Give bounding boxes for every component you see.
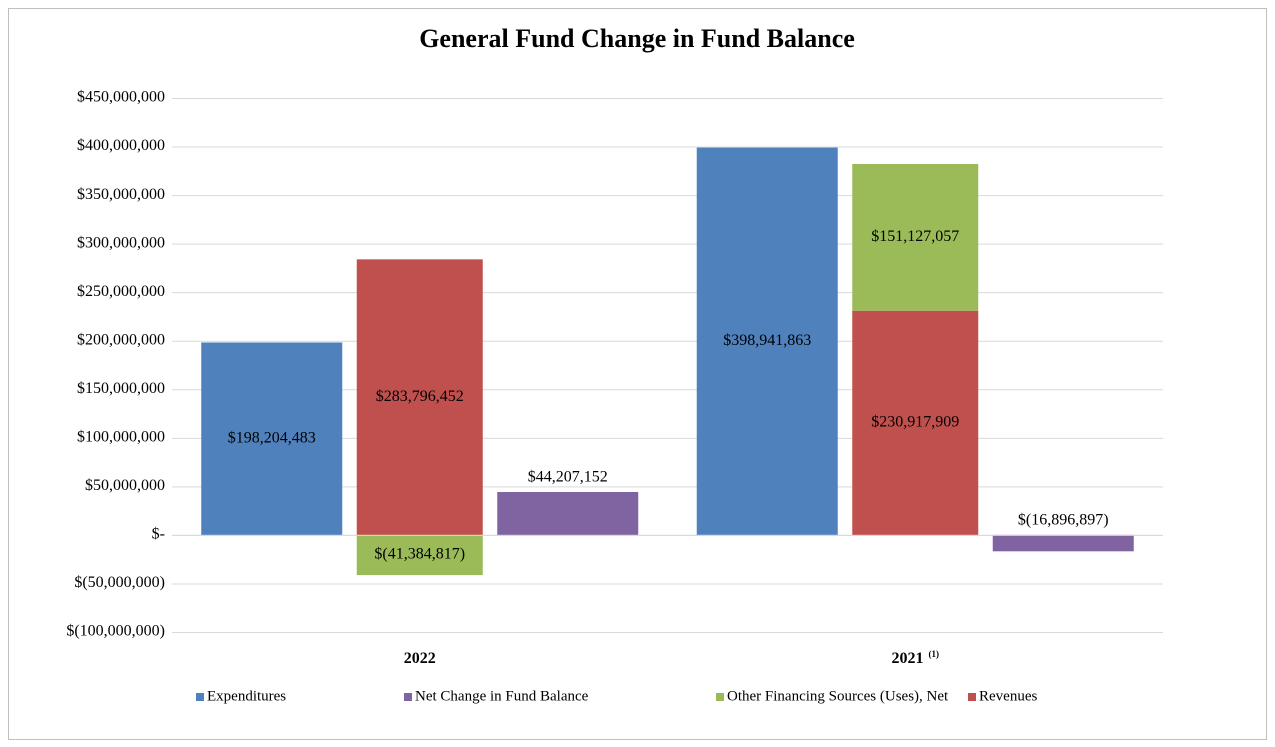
y-tick-label: $450,000,000 xyxy=(77,89,165,106)
y-tick-label: $100,000,000 xyxy=(77,428,165,445)
y-tick-label: $50,000,000 xyxy=(85,477,165,494)
bar xyxy=(497,491,639,535)
legend-swatch xyxy=(196,693,204,701)
data-label: $230,917,909 xyxy=(871,413,959,430)
y-tick-label: $350,000,000 xyxy=(77,186,165,203)
legend-label: Revenues xyxy=(979,688,1037,704)
data-label: $198,204,483 xyxy=(228,429,316,446)
legend-label: Net Change in Fund Balance xyxy=(415,688,589,704)
data-label: $(41,384,817) xyxy=(374,546,465,563)
y-tick-label: $400,000,000 xyxy=(77,137,165,154)
data-label: $44,207,152 xyxy=(528,469,608,486)
y-tick-label: $150,000,000 xyxy=(77,380,165,397)
x-tick-label: 2022 xyxy=(404,650,436,667)
bar xyxy=(356,259,483,535)
bar xyxy=(852,163,979,311)
data-label: $151,127,057 xyxy=(871,228,959,245)
y-tick-label: $- xyxy=(152,526,165,543)
data-label: $(16,896,897) xyxy=(1018,512,1109,529)
data-label: $283,796,452 xyxy=(376,388,464,405)
bar xyxy=(852,310,979,535)
bar xyxy=(992,534,1134,552)
x-tick-label: 2021 (1) xyxy=(892,649,940,667)
y-tick-label: $200,000,000 xyxy=(77,331,165,348)
bar xyxy=(356,534,483,576)
x-tick-text: 2021 xyxy=(892,650,924,667)
x-tick-footnote: (1) xyxy=(929,649,940,659)
y-tick-label: $300,000,000 xyxy=(77,234,165,251)
legend-label: Other Financing Sources (Uses), Net xyxy=(727,688,949,704)
y-tick-label: $(100,000,000) xyxy=(66,623,165,640)
data-label: $398,941,863 xyxy=(723,332,811,349)
legend-swatch xyxy=(404,693,412,701)
legend-swatch xyxy=(968,693,976,701)
chart-title: General Fund Change in Fund Balance xyxy=(419,24,855,53)
bar xyxy=(696,147,838,535)
y-tick-label: $250,000,000 xyxy=(77,283,165,300)
y-tick-label: $(50,000,000) xyxy=(74,574,165,591)
legend-label: Expenditures xyxy=(207,688,286,704)
legend-swatch xyxy=(716,693,724,701)
x-tick-text: 2022 xyxy=(404,650,436,667)
chart-frame xyxy=(8,8,1267,740)
bar xyxy=(201,342,343,535)
